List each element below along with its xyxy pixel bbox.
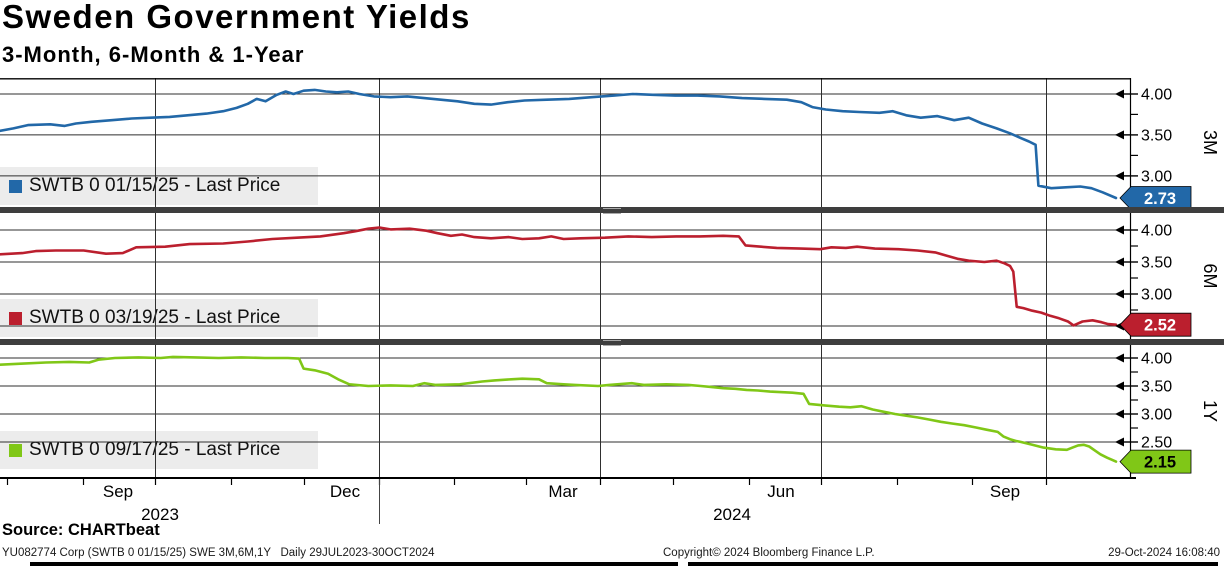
resize-grip-icon <box>603 208 621 214</box>
footer-timestamp: 29-Oct-2024 16:08:40 <box>1108 547 1220 559</box>
source-line: Source: CHARTbeat <box>2 521 160 539</box>
svg-text:2024: 2024 <box>713 505 751 524</box>
svg-text:2.52: 2.52 <box>1144 317 1176 335</box>
pane-resize-handle-1[interactable] <box>0 207 1224 214</box>
legend-3m-label: SWTB 0 01/15/25 - Last Price <box>29 175 281 196</box>
legend-6m[interactable]: SWTB 0 03/19/25 - Last Price <box>0 299 318 337</box>
svg-text:1Y: 1Y <box>1200 400 1220 422</box>
svg-text:Dec: Dec <box>330 482 361 501</box>
svg-text:3.00: 3.00 <box>1141 168 1172 185</box>
page-subtitle: 3-Month, 6-Month & 1-Year <box>2 42 305 67</box>
svg-text:3.50: 3.50 <box>1141 255 1172 272</box>
pane-resize-handle-2[interactable] <box>0 339 1224 346</box>
svg-text:4.00: 4.00 <box>1141 87 1172 104</box>
legend-6m-swatch-icon <box>9 311 22 325</box>
pane-1y-chart[interactable]: 4.00 3.50 3.00 2.50 1Y 2.15 <box>0 345 1224 477</box>
x-axis: Sep Dec Mar Jun Sep 2023 2024 <box>0 477 1136 524</box>
svg-text:2.15: 2.15 <box>1144 453 1176 471</box>
svg-text:3.00: 3.00 <box>1141 407 1172 424</box>
svg-text:3M: 3M <box>1200 130 1220 155</box>
svg-text:4.00: 4.00 <box>1141 351 1172 368</box>
svg-text:Jun: Jun <box>767 482 794 501</box>
resize-grip-icon <box>603 340 621 346</box>
bottom-bar-segment <box>688 562 1218 566</box>
footer-security-info: YU082774 Corp (SWTB 0 01/15/25) SWE 3M,6… <box>2 547 435 559</box>
svg-text:2.73: 2.73 <box>1144 190 1176 208</box>
page-title: Sweden Government Yields <box>2 0 471 35</box>
svg-text:Mar: Mar <box>548 482 578 501</box>
svg-text:6M: 6M <box>1200 263 1220 288</box>
legend-3m-swatch-icon <box>9 179 22 193</box>
svg-text:4.00: 4.00 <box>1141 223 1172 240</box>
footer-copyright: Copyright© 2024 Bloomberg Finance L.P. <box>663 547 875 559</box>
pane-3m-chart[interactable]: 4.00 3.50 3.00 3M 2.73 <box>0 78 1224 210</box>
svg-text:2.50: 2.50 <box>1141 435 1172 452</box>
svg-text:2023: 2023 <box>141 505 179 524</box>
svg-text:3.00: 3.00 <box>1141 287 1172 304</box>
svg-text:3.50: 3.50 <box>1141 379 1172 396</box>
svg-text:Sep: Sep <box>103 482 133 501</box>
legend-1y-label: SWTB 0 09/17/25 - Last Price <box>29 439 281 460</box>
legend-1y[interactable]: SWTB 0 09/17/25 - Last Price <box>0 431 318 469</box>
legend-1y-swatch-icon <box>9 443 22 457</box>
bottom-bar-segment <box>30 562 678 566</box>
svg-text:Sep: Sep <box>990 482 1020 501</box>
pane-6m-chart[interactable]: 4.003.503.002.506M2.52 <box>0 213 1224 339</box>
legend-3m[interactable]: SWTB 0 01/15/25 - Last Price <box>0 167 318 205</box>
svg-text:3.50: 3.50 <box>1141 127 1172 144</box>
legend-6m-label: SWTB 0 03/19/25 - Last Price <box>29 307 281 328</box>
